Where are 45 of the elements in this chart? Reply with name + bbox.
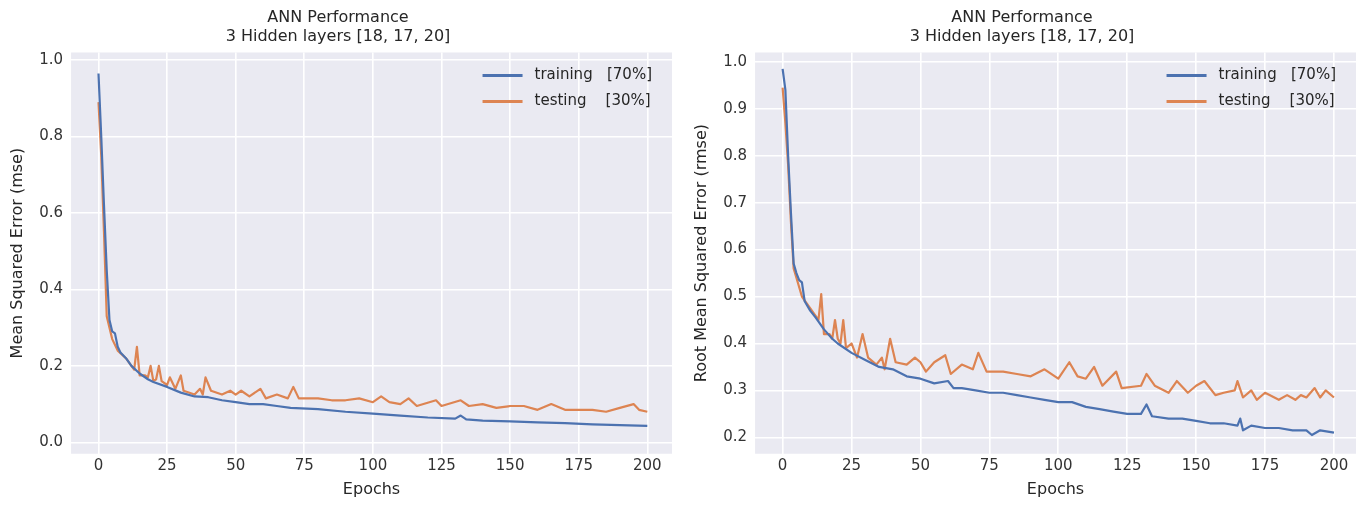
legend-label: training [70%] <box>1218 65 1337 84</box>
y-tick-label: 0.2 <box>39 355 64 374</box>
x-tick-label: 0 <box>777 455 788 474</box>
chart-title: ANN Performance <box>951 6 1093 26</box>
y-axis-title: Root Mean Squared Error (rmse) <box>690 123 710 383</box>
x-tick-label: 50 <box>910 455 930 474</box>
y-tick-label: 0.6 <box>39 202 64 221</box>
x-tick-label: 125 <box>1112 455 1142 474</box>
x-tick-label: 100 <box>358 455 388 474</box>
x-tick-label: 125 <box>427 455 456 474</box>
x-tick-label: 175 <box>564 455 594 474</box>
y-tick-label: 0.4 <box>723 333 748 352</box>
x-axis-title: Epochs <box>342 478 401 498</box>
y-tick-label: 0.0 <box>39 432 64 451</box>
chart-subtitle: 3 Hidden layers [18, 17, 20] <box>909 25 1135 45</box>
chart-subtitle: 3 Hidden layers [18, 17, 20] <box>225 25 451 45</box>
legend-label: training [70%] <box>534 65 653 84</box>
y-tick-label: 1.0 <box>723 51 748 70</box>
x-tick-label: 0 <box>93 455 104 474</box>
x-tick-label: 150 <box>1181 455 1211 474</box>
x-tick-label: 25 <box>841 455 862 474</box>
x-tick-label: 75 <box>294 455 314 474</box>
chart-title: ANN Performance <box>267 6 409 26</box>
legend-label: testing [30%] <box>534 91 651 110</box>
y-tick-label: 0.6 <box>723 239 748 258</box>
x-tick-label: 25 <box>157 455 177 474</box>
y-tick-label: 0.9 <box>723 98 748 117</box>
y-tick-label: 0.8 <box>723 145 748 164</box>
y-tick-label: 0.7 <box>723 192 748 211</box>
y-tick-label: 0.4 <box>39 279 64 298</box>
x-tick-label: 175 <box>1250 455 1280 474</box>
x-tick-label: 50 <box>226 455 246 474</box>
y-tick-label: 1.0 <box>39 49 64 68</box>
y-tick-label: 0.3 <box>723 380 748 399</box>
legend-label: testing [30%] <box>1218 91 1335 110</box>
y-tick-label: 0.8 <box>39 126 64 145</box>
y-tick-label: 0.2 <box>723 427 748 446</box>
y-axis-title: Mean Squared Error (mse) <box>6 147 26 359</box>
x-tick-label: 150 <box>495 455 525 474</box>
x-axis-title: Epochs <box>1026 478 1085 498</box>
x-tick-label: 200 <box>632 455 662 474</box>
x-tick-label: 75 <box>979 455 999 474</box>
x-tick-label: 200 <box>1319 455 1349 474</box>
y-tick-label: 0.5 <box>723 286 748 305</box>
x-tick-label: 100 <box>1043 455 1073 474</box>
